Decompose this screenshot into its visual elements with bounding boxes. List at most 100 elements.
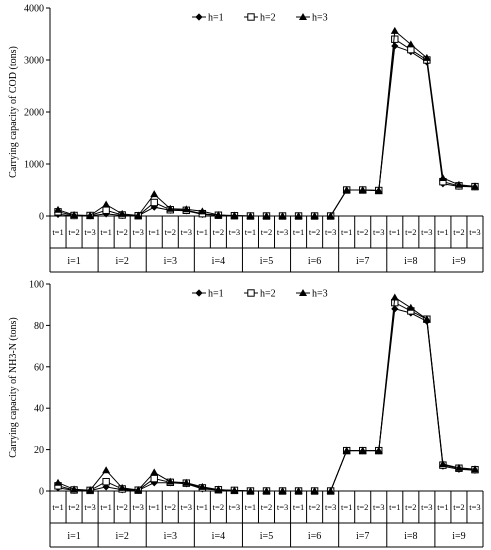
group-label: i=2 xyxy=(115,531,128,542)
y-tick-label: 40 xyxy=(34,404,44,415)
x-tick-label: t=3 xyxy=(373,502,384,512)
x-tick-label: t=3 xyxy=(84,227,95,237)
y-tick-label: 0 xyxy=(39,212,44,223)
x-tick-label: t=2 xyxy=(68,227,79,237)
data-point xyxy=(150,190,159,198)
group-label: i=6 xyxy=(308,256,321,267)
data-point xyxy=(134,211,143,219)
x-tick-label: t=2 xyxy=(309,227,320,237)
data-point xyxy=(198,207,207,215)
legend-label: h=3 xyxy=(312,13,328,24)
x-tick-label: t=2 xyxy=(116,227,127,237)
x-tick-label: t=1 xyxy=(437,227,448,237)
x-tick-label: t=3 xyxy=(469,502,480,512)
x-tick-label: t=1 xyxy=(245,502,256,512)
x-tick-label: t=3 xyxy=(421,227,432,237)
x-tick-label: t=3 xyxy=(469,227,480,237)
data-point xyxy=(342,186,351,193)
x-tick-label: t=2 xyxy=(453,502,464,512)
legend-label: h=2 xyxy=(260,289,276,300)
group-label: i=1 xyxy=(67,531,80,542)
legend-label: h=2 xyxy=(260,13,276,24)
x-tick-label: t=3 xyxy=(325,227,336,237)
x-tick-label: t=1 xyxy=(245,227,256,237)
nh3n-panel: 0 20 40 60 80 100 Carrying capacity of NH3-N (… xyxy=(8,280,484,548)
data-point xyxy=(294,212,303,219)
x-tick-label: t=1 xyxy=(293,227,304,237)
legend-label: h=3 xyxy=(312,289,328,300)
y-tick-label: 100 xyxy=(29,280,44,291)
legend-marker xyxy=(195,289,203,297)
x-tick-label: t=1 xyxy=(437,502,448,512)
data-point xyxy=(294,487,303,494)
data-point xyxy=(54,478,63,486)
data-point xyxy=(102,206,110,214)
y-tick-label: 80 xyxy=(34,321,44,332)
data-point xyxy=(214,485,223,493)
data-point xyxy=(391,35,399,43)
data-point xyxy=(390,293,399,301)
group-label: i=9 xyxy=(452,531,465,542)
data-point xyxy=(198,482,207,490)
data-point xyxy=(391,42,399,50)
data-point xyxy=(150,474,158,483)
x-tick-label: t=2 xyxy=(213,502,224,512)
x-tick-label: t=2 xyxy=(309,502,320,512)
data-point xyxy=(150,198,158,207)
data-point xyxy=(118,483,127,491)
group-label: i=1 xyxy=(67,256,80,267)
data-point xyxy=(102,466,111,474)
data-point xyxy=(166,204,175,212)
x-tick-label: t=3 xyxy=(229,502,240,512)
series-line xyxy=(57,29,476,217)
data-point xyxy=(262,487,271,494)
data-point xyxy=(166,477,175,485)
x-tick-label: t=1 xyxy=(149,227,160,237)
data-point xyxy=(422,53,431,61)
legend-marker xyxy=(247,289,255,297)
data-point xyxy=(438,174,447,182)
x-tick-label: t=2 xyxy=(261,227,272,237)
data-point xyxy=(246,487,255,494)
group-label: i=9 xyxy=(452,256,465,267)
group-label: i=5 xyxy=(260,531,273,542)
x-tick-label: t=3 xyxy=(181,227,192,237)
data-point xyxy=(70,485,79,493)
x-tick-label: t=1 xyxy=(197,227,208,237)
group-label: i=7 xyxy=(356,256,369,267)
data-point xyxy=(406,40,415,48)
data-point xyxy=(278,487,287,494)
legend-marker xyxy=(299,289,307,296)
data-point xyxy=(230,486,239,494)
legend-marker xyxy=(195,13,203,21)
x-tick-label: t=3 xyxy=(277,502,288,512)
group-label: i=8 xyxy=(404,531,417,542)
legend-label: h=1 xyxy=(208,289,224,300)
x-tick-label: t=2 xyxy=(213,227,224,237)
x-tick-label: t=3 xyxy=(133,227,144,237)
group-label: i=2 xyxy=(115,256,128,267)
x-tick-label: t=2 xyxy=(453,227,464,237)
cod-panel: 0 1000 2000 3000 4000 Carrying capacity of CO… xyxy=(8,4,484,273)
x-tick-label: t=1 xyxy=(389,502,400,512)
data-point xyxy=(470,182,479,190)
data-point xyxy=(86,211,95,219)
x-tick-label: t=2 xyxy=(68,502,79,512)
x-tick-label: t=2 xyxy=(165,502,176,512)
legend-label: h=1 xyxy=(208,13,224,24)
data-point xyxy=(150,468,159,476)
group-label: i=8 xyxy=(404,256,417,267)
data-point xyxy=(342,446,351,454)
y-tick-label: 3000 xyxy=(24,56,44,67)
data-point xyxy=(390,26,399,34)
data-point xyxy=(278,212,287,219)
x-tick-label: t=2 xyxy=(357,227,368,237)
y-tick-label: 4000 xyxy=(24,4,44,15)
y-axis-title: Carrying capacity of NH3-N (tons) xyxy=(8,317,19,458)
x-tick-label: t=2 xyxy=(165,227,176,237)
data-point xyxy=(54,205,63,213)
data-point xyxy=(214,210,223,218)
x-tick-label: t=3 xyxy=(373,227,384,237)
group-label: i=4 xyxy=(212,256,225,267)
